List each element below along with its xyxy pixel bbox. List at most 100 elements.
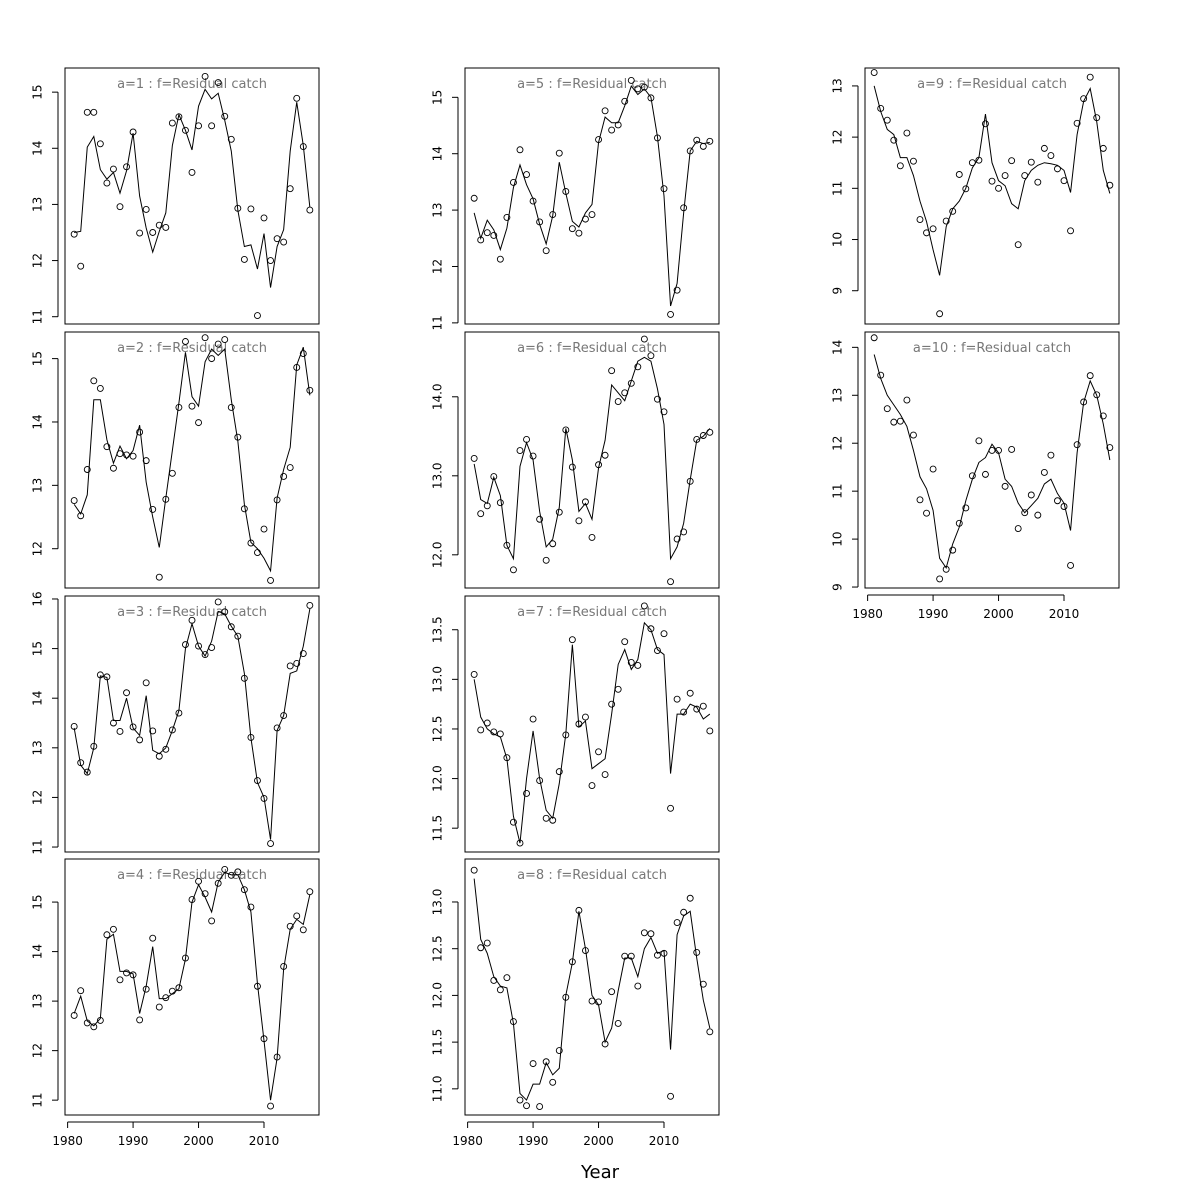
- data-point: [490, 232, 498, 239]
- data-point: [299, 350, 307, 357]
- data-point: [516, 839, 524, 847]
- data-point: [234, 204, 242, 212]
- data-point: [129, 128, 137, 136]
- data-point: [627, 76, 635, 84]
- panel-a7: a=7 : f=Residual catch 11.5 12.0 12.5 13.0 13…: [431, 595, 720, 853]
- data-point: [693, 136, 701, 144]
- data-point: [555, 768, 563, 776]
- data-point: [490, 977, 498, 984]
- data-point: [870, 69, 878, 77]
- data-point: [201, 334, 209, 342]
- data-point: [1027, 491, 1035, 499]
- data-point: [149, 229, 157, 236]
- data-point: [214, 879, 222, 887]
- data-point: [490, 473, 498, 481]
- data-point: [608, 700, 616, 708]
- data-point: [254, 312, 261, 320]
- data-point: [601, 107, 609, 115]
- fitted-line: [74, 88, 311, 288]
- data-point: [582, 498, 589, 506]
- data-point: [299, 143, 307, 151]
- data-point: [70, 230, 78, 238]
- data-point: [240, 674, 248, 682]
- data-point: [195, 877, 202, 885]
- data-point: [280, 712, 288, 720]
- data-point: [562, 993, 570, 1001]
- x-tick-label: 1980: [852, 607, 883, 621]
- x-tick-label: 1990: [918, 607, 949, 621]
- data-point: [280, 963, 288, 970]
- data-point: [1067, 227, 1075, 235]
- data-point: [221, 112, 229, 120]
- panel-title: a=8 : f=Residual catch: [517, 868, 667, 883]
- data-point: [647, 930, 655, 938]
- data-point: [1106, 181, 1114, 189]
- data-point: [247, 539, 255, 547]
- data-point: [109, 925, 117, 933]
- data-point: [70, 1012, 78, 1019]
- y-tick-label: 11.5: [431, 815, 445, 842]
- data-point: [955, 171, 963, 178]
- data-point: [595, 461, 602, 469]
- y-axis: 11 12 13 14 15: [31, 894, 59, 1108]
- y-tick-label: 12.5: [431, 716, 445, 743]
- data-point: [109, 165, 117, 173]
- y-tick-label: 10: [831, 232, 845, 247]
- data-point: [614, 685, 622, 693]
- data-point: [1067, 562, 1075, 569]
- data-point: [123, 163, 130, 171]
- data-point: [516, 146, 524, 154]
- data-point: [673, 919, 681, 926]
- data-point: [234, 632, 242, 640]
- data-point: [667, 310, 675, 318]
- data-point: [614, 121, 622, 129]
- data-point: [208, 644, 216, 652]
- y-tick-label: 12.0: [431, 982, 445, 1009]
- data-point: [129, 971, 137, 979]
- data-point: [555, 149, 563, 157]
- data-point: [509, 818, 517, 826]
- data-point: [627, 952, 635, 960]
- data-point: [568, 636, 576, 644]
- data-point: [614, 398, 622, 405]
- data-point: [286, 922, 294, 930]
- fitted-line: [473, 878, 711, 1101]
- data-point: [686, 477, 694, 485]
- data-point: [686, 147, 694, 155]
- data-point: [660, 185, 668, 193]
- data-point: [660, 949, 668, 957]
- data-point: [175, 403, 183, 411]
- data-point: [706, 727, 714, 735]
- data-point: [673, 695, 681, 703]
- data-point: [83, 108, 91, 116]
- data-point: [1014, 241, 1022, 249]
- data-point: [883, 405, 891, 413]
- data-point: [240, 886, 248, 894]
- panel-frame: [64, 595, 320, 853]
- data-point: [247, 733, 255, 741]
- y-tick-label: 13.0: [431, 666, 445, 693]
- data-point: [654, 395, 661, 403]
- y-tick-label: 13: [831, 78, 845, 93]
- data-point: [1099, 144, 1107, 152]
- data-point: [929, 225, 937, 233]
- data-point: [955, 519, 963, 527]
- data-point: [96, 1016, 104, 1024]
- data-point: [286, 662, 294, 670]
- data-point: [136, 1016, 144, 1024]
- data-point: [503, 974, 511, 982]
- data-point: [503, 213, 511, 221]
- data-point: [195, 419, 202, 427]
- data-point: [162, 495, 170, 503]
- data-point: [142, 985, 150, 993]
- data-point: [627, 379, 635, 387]
- data-point: [988, 177, 996, 185]
- data-point: [214, 79, 222, 87]
- data-point: [221, 608, 229, 616]
- panel-frame: [64, 67, 320, 325]
- data-point: [903, 396, 911, 404]
- data-point: [155, 221, 163, 229]
- data-point: [536, 777, 544, 785]
- panel-title: a=2 : f=Residual catch: [117, 341, 267, 356]
